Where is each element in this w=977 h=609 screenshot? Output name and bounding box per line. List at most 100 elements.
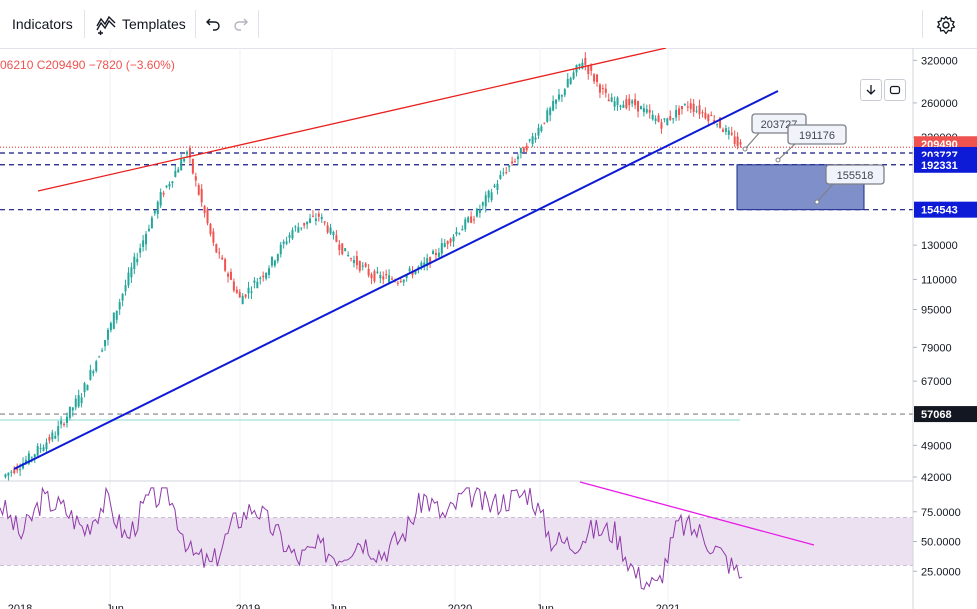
- candle-body: [399, 281, 402, 283]
- candle-body: [361, 265, 364, 267]
- candle-body: [156, 201, 159, 215]
- candle-body: [525, 145, 528, 151]
- candle-body: [402, 279, 405, 283]
- candle-body: [516, 156, 519, 160]
- price-tick-label: 320000: [921, 55, 958, 67]
- candle-body: [496, 183, 499, 190]
- toolbar-divider: [258, 10, 259, 38]
- candle-body: [65, 416, 68, 423]
- candle-body: [212, 231, 215, 243]
- candle-body: [294, 226, 297, 228]
- candle-body: [707, 114, 710, 122]
- templates-button[interactable]: Templates: [94, 9, 186, 39]
- candle-body: [607, 99, 610, 102]
- callout-box: [825, 164, 885, 185]
- candle-body: [461, 228, 464, 231]
- candle-body: [297, 227, 300, 233]
- candle-body: [528, 139, 531, 141]
- candle-body: [358, 261, 361, 271]
- templates-label: Templates: [122, 16, 186, 32]
- candle-body: [376, 271, 379, 273]
- candle-body: [721, 129, 724, 132]
- candle-body: [642, 108, 645, 113]
- toolbar-divider: [84, 10, 85, 38]
- candle-body: [235, 289, 238, 293]
- candle-body: [601, 87, 604, 89]
- price-tick-label: 95000: [921, 305, 952, 317]
- candle-body: [408, 268, 411, 272]
- callout-box: [787, 124, 847, 145]
- candle-body: [238, 292, 241, 298]
- candle-body: [499, 174, 502, 179]
- candle-body: [74, 398, 77, 408]
- candle-body: [639, 106, 642, 110]
- candle-body: [730, 132, 733, 135]
- candle-body: [563, 89, 566, 96]
- toolbar-divider: [922, 10, 923, 38]
- candle-body: [183, 158, 186, 162]
- time-label: Jun: [329, 603, 347, 609]
- candle-body: [678, 108, 681, 115]
- candle-body: [572, 72, 575, 79]
- ohlc-legend: 06210 C209490 −7820 (−3.60%): [0, 58, 175, 72]
- candle-body: [33, 454, 36, 458]
- candle-body: [54, 435, 57, 439]
- candle-body: [19, 469, 22, 471]
- price-axis: 3200002600002200001300001100009500079000…: [913, 55, 958, 484]
- candle-body: [695, 110, 698, 112]
- settings-button[interactable]: [936, 15, 956, 40]
- candle-body: [680, 106, 683, 110]
- candle-body: [590, 65, 593, 71]
- candle-body: [704, 112, 707, 119]
- candle-body: [194, 176, 197, 181]
- indicators-button[interactable]: Indicators: [0, 9, 73, 39]
- candle-body: [631, 100, 634, 104]
- candle-body: [560, 95, 563, 97]
- undo-button[interactable]: [202, 9, 224, 39]
- candle-body: [420, 262, 423, 267]
- candle-body: [200, 188, 203, 203]
- candle-body: [660, 122, 663, 129]
- candle-body: [411, 271, 414, 276]
- candle-body: [215, 244, 218, 253]
- candle-body: [203, 205, 206, 214]
- redo-button[interactable]: [230, 9, 252, 39]
- price-chart[interactable]: 3200002600002200001300001100009500079000…: [0, 48, 977, 609]
- blue-support-trendline: [13, 90, 779, 470]
- candle-body: [519, 147, 522, 154]
- candle-body: [265, 272, 268, 279]
- candle-body: [367, 268, 370, 276]
- rsi-tick-label: 25.0000: [921, 566, 961, 578]
- candle-body: [314, 218, 317, 221]
- candle-body: [92, 371, 95, 374]
- candle-body: [511, 161, 514, 164]
- candle-body: [188, 147, 191, 158]
- rsi-axis: 75.0000 50.0000 25.0000: [913, 507, 961, 578]
- candle-body: [268, 268, 271, 275]
- candle-body: [104, 340, 107, 347]
- candle-body: [713, 120, 716, 123]
- candle-body: [648, 109, 651, 113]
- maximize-pane-button[interactable]: [884, 79, 906, 101]
- candle-body: [165, 185, 168, 188]
- candle-body: [385, 273, 388, 276]
- scroll-to-realtime-button[interactable]: [860, 79, 882, 101]
- candle-body: [672, 118, 675, 120]
- candle-body: [147, 228, 150, 231]
- candle-body: [224, 259, 227, 271]
- rsi-tick-label: 75.0000: [921, 507, 961, 519]
- candle-body: [232, 281, 235, 291]
- candle-body: [669, 116, 672, 120]
- candle-body: [227, 273, 230, 277]
- candle-body: [473, 219, 476, 221]
- candle-body: [391, 278, 394, 280]
- callout-label: 155518: [837, 170, 874, 182]
- candle-body: [27, 453, 30, 464]
- candle-body: [598, 84, 601, 93]
- candle-body: [197, 185, 200, 195]
- rsi-band: [0, 517, 913, 566]
- candle-body: [423, 262, 426, 266]
- candle-body: [701, 112, 704, 114]
- candle-body: [478, 209, 481, 213]
